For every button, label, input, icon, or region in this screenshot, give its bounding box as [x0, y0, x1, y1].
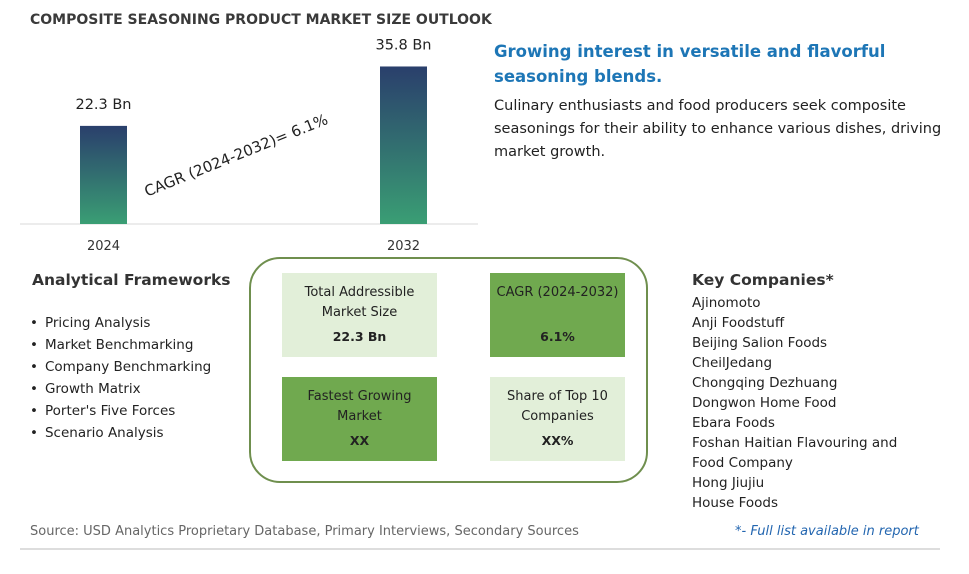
highlight-body: Culinary enthusiasts and food producers … — [494, 98, 942, 160]
company-item: CheilJedang — [692, 355, 773, 371]
framework-item: Pricing Analysis — [30, 312, 211, 334]
footnote: *- Full list available in report — [735, 524, 919, 539]
summary-value: XX — [349, 433, 370, 448]
highlight-heading: Growing interest in versatile and flavor… — [494, 42, 886, 86]
bar — [380, 66, 427, 224]
companies-list: Ajinomoto Anji Foodstuff Beijing Salion Fo… — [692, 293, 922, 513]
source: Source: USD Analytics Proprietary Databa… — [30, 524, 579, 539]
value-label: 22.3 Bn — [75, 97, 131, 113]
framework-item: Scenario Analysis — [30, 422, 211, 444]
company-item: Hong Jiujiu — [692, 475, 765, 491]
page-title: COMPOSITE SEASONING PRODUCT MARKET SIZE … — [30, 12, 492, 28]
summary-box: Share of Top 10 Companies XX% — [490, 377, 625, 461]
summary-box: Total Addressible Market Size 22.3 Bn — [282, 273, 437, 357]
summary-value: XX% — [541, 433, 574, 448]
frameworks-title: Analytical Frameworks — [32, 271, 231, 289]
framework-item: Company Benchmarking — [30, 356, 211, 378]
summary-value: 22.3 Bn — [332, 329, 387, 344]
company-item: Foshan Haitian Flavouring and Food Compa… — [692, 435, 898, 471]
company-item: Ebara Foods — [692, 415, 775, 431]
company-item: House Foods — [692, 495, 779, 511]
framework-item: Market Benchmarking — [30, 334, 211, 356]
frameworks-list: Pricing AnalysisMarket BenchmarkingCompa… — [30, 312, 211, 444]
company-item: Ajinomoto — [692, 295, 761, 311]
summary-frame — [249, 257, 648, 483]
x-tick-label: 2024 — [87, 239, 120, 254]
summary-label: Total Addressible Market Size — [304, 285, 415, 320]
company-item: Dongwon Home Food — [692, 395, 837, 411]
cagr-annotation: CAGR (2024-2032)= 6.1% — [142, 110, 331, 200]
company-item: Chongqing Dezhuang — [692, 375, 838, 391]
companies-title: Key Companies* — [692, 271, 834, 289]
summary-label: CAGR (2024-2032) — [496, 285, 619, 300]
framework-item: Growth Matrix — [30, 378, 211, 400]
framework-item: Porter's Five Forces — [30, 400, 211, 422]
bar — [80, 125, 127, 224]
x-tick-label: 2032 — [387, 239, 420, 254]
company-item: Anji Foodstuff — [692, 315, 785, 331]
company-item: Beijing Salion Foods — [692, 335, 828, 351]
value-label: 35.8 Bn — [375, 37, 431, 53]
summary-value: 6.1% — [540, 329, 575, 344]
summary-box: CAGR (2024-2032) 6.1% — [490, 273, 625, 357]
summary-label: Share of Top 10 Companies — [507, 389, 608, 424]
summary-box: Fastest Growing Market XX — [282, 377, 437, 461]
summary-label: Fastest Growing Market — [307, 389, 412, 424]
